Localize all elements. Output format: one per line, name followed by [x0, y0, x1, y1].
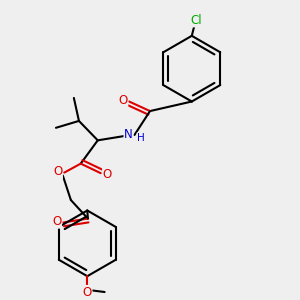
Text: O: O	[52, 215, 62, 228]
Text: O: O	[103, 168, 112, 181]
Text: N: N	[124, 128, 133, 142]
Text: O: O	[53, 166, 62, 178]
Text: Cl: Cl	[190, 14, 202, 27]
Text: O: O	[118, 94, 128, 106]
Text: H: H	[137, 133, 145, 143]
Text: O: O	[83, 286, 92, 298]
